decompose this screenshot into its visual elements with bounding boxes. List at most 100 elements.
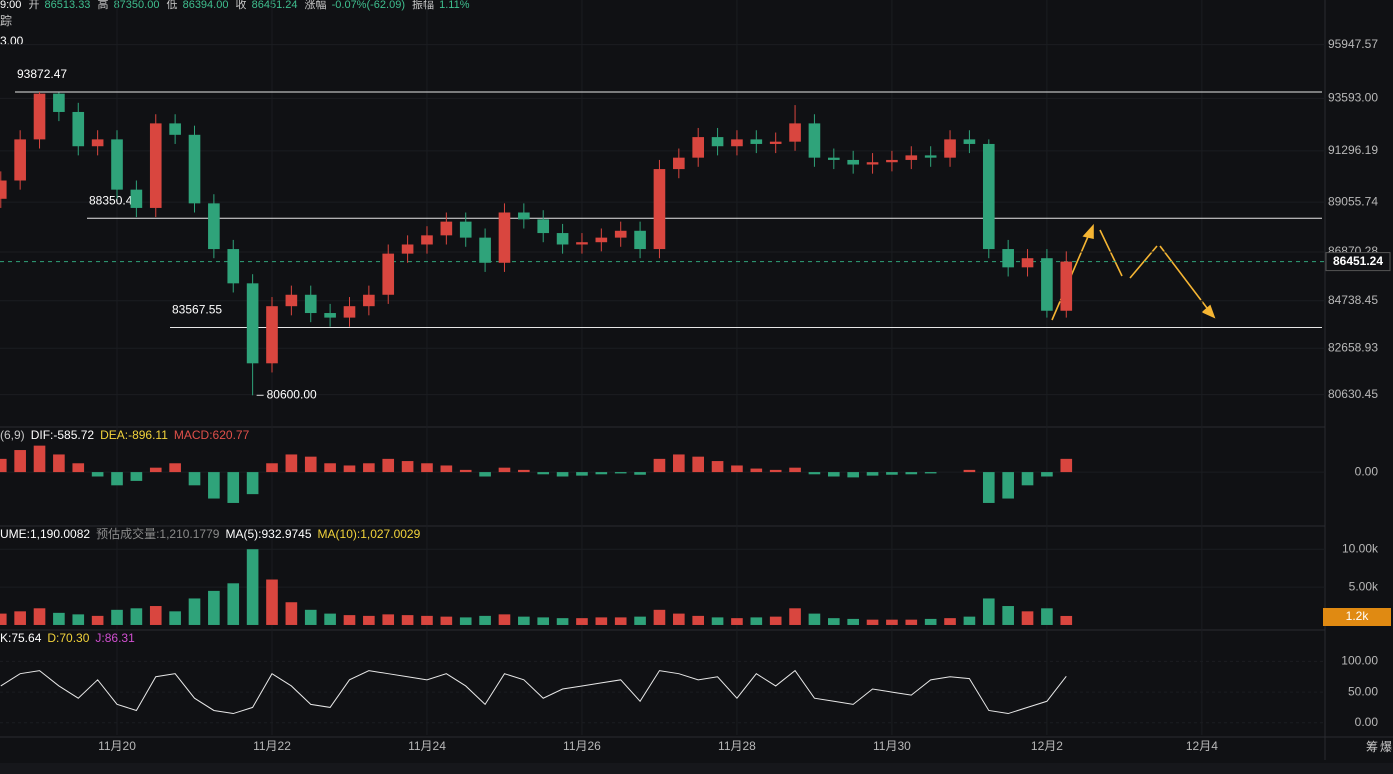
macd-bar <box>692 456 705 473</box>
candle-body <box>14 139 26 181</box>
candle-body <box>634 230 646 250</box>
macd-bar <box>401 461 414 473</box>
macd-bar <box>982 472 995 503</box>
macd-bar <box>343 465 356 473</box>
x-tick-label: 11月28 <box>718 739 756 753</box>
y-tick-label: 82658.93 <box>1328 340 1378 354</box>
volume-bar <box>614 617 627 625</box>
macd-value: DIF:-585.72 <box>31 428 95 442</box>
amp: 1.11% <box>439 0 470 11</box>
macd-bar <box>886 472 898 475</box>
candle-body <box>208 203 220 250</box>
macd-bar <box>556 472 569 477</box>
candle-body <box>343 306 356 318</box>
candle-body <box>750 139 763 144</box>
candle-body <box>459 221 472 238</box>
macd-bar <box>53 454 65 473</box>
macd-bar <box>149 467 162 473</box>
macd-bar <box>808 472 821 475</box>
macd-bar <box>595 472 608 475</box>
candle-body <box>673 157 685 170</box>
candle-body <box>866 162 879 165</box>
macd-bar <box>188 472 201 486</box>
volume-bar <box>149 606 162 625</box>
candle-body <box>169 123 181 135</box>
volume-bar <box>14 611 26 625</box>
volume-bar <box>576 618 588 625</box>
axis-tool[interactable]: 爆 <box>1380 740 1392 754</box>
volume-bar <box>905 619 918 625</box>
volume-bar <box>401 615 414 625</box>
macd-bar <box>576 472 588 476</box>
x-tick-label: 11月26 <box>563 739 601 753</box>
volume-value: UME:1,190.0082 <box>0 527 90 541</box>
volume-bar <box>91 615 104 625</box>
y-tick-label: 50.00 <box>1348 684 1378 698</box>
volume-bar <box>711 617 724 625</box>
candle-body <box>614 230 627 238</box>
candle-body <box>285 294 298 307</box>
volume-value: MA(5):932.9745 <box>225 527 311 541</box>
candle-body <box>304 294 317 314</box>
macd-bar <box>1041 472 1053 477</box>
candle-body <box>789 123 801 142</box>
macd-bar <box>769 469 782 473</box>
candle-body <box>711 137 724 147</box>
macd-bar <box>498 467 511 473</box>
candle-body <box>111 139 123 190</box>
axis-tool[interactable]: 筹 <box>1366 740 1378 754</box>
candle-body <box>91 139 104 147</box>
volume-bar <box>0 613 7 625</box>
volume-bar <box>382 614 395 625</box>
x-tick-label: 12月2 <box>1031 739 1063 753</box>
last-price-tag <box>1325 252 1391 272</box>
close: 86451.24 <box>252 0 298 11</box>
k-line <box>0 669 1067 715</box>
macd-bar <box>440 465 453 473</box>
label: 高 <box>98 0 109 11</box>
volume-bar <box>188 598 201 625</box>
candle-body <box>982 143 995 250</box>
macd-bar <box>72 463 85 473</box>
macd-bar <box>421 463 433 473</box>
candle-body <box>440 221 453 236</box>
candle-body <box>595 237 608 243</box>
volume-bar <box>266 579 278 625</box>
candle-body <box>0 180 7 199</box>
macd-bar <box>963 469 976 473</box>
x-tick-label: 11月30 <box>873 739 911 753</box>
macd-bar <box>1002 472 1014 499</box>
volume-bar <box>324 613 336 625</box>
candle-body <box>905 155 918 160</box>
volume-bar <box>750 617 763 625</box>
macd-bar <box>673 454 685 473</box>
macd-bar <box>91 472 104 477</box>
candle-body <box>944 139 956 158</box>
volume-bar <box>847 618 859 625</box>
macd-bar <box>33 445 46 473</box>
volume-bar <box>130 608 143 625</box>
y-tick-label: 84738.45 <box>1328 293 1378 307</box>
volume-bar <box>556 618 569 625</box>
candle-body <box>1002 249 1014 268</box>
y-tick-label: 80630.45 <box>1328 387 1378 401</box>
volume-bar <box>72 614 85 625</box>
macd-bar <box>731 465 743 473</box>
y-tick-label: 0.00 <box>1355 715 1379 729</box>
candle-body <box>401 244 414 254</box>
label: 涨幅 <box>305 0 327 11</box>
volume-value: 预估成交量:1,210.1779 <box>96 526 220 541</box>
candle-body <box>188 134 201 204</box>
candle-body <box>498 212 511 263</box>
macd-bar <box>1060 458 1073 473</box>
macd-bar <box>789 467 801 473</box>
macd-header: (6,9) DIF:-585.72 DEA:-896.11 MACD:620.77 <box>0 428 250 442</box>
volume-bar <box>459 617 472 625</box>
volume-bar <box>479 615 491 625</box>
candle-body <box>33 93 46 140</box>
header-line: 3.00 <box>0 34 24 48</box>
candle-body <box>769 141 782 144</box>
y-tick-label: 89055.74 <box>1328 194 1378 208</box>
macd-bar <box>537 472 550 475</box>
